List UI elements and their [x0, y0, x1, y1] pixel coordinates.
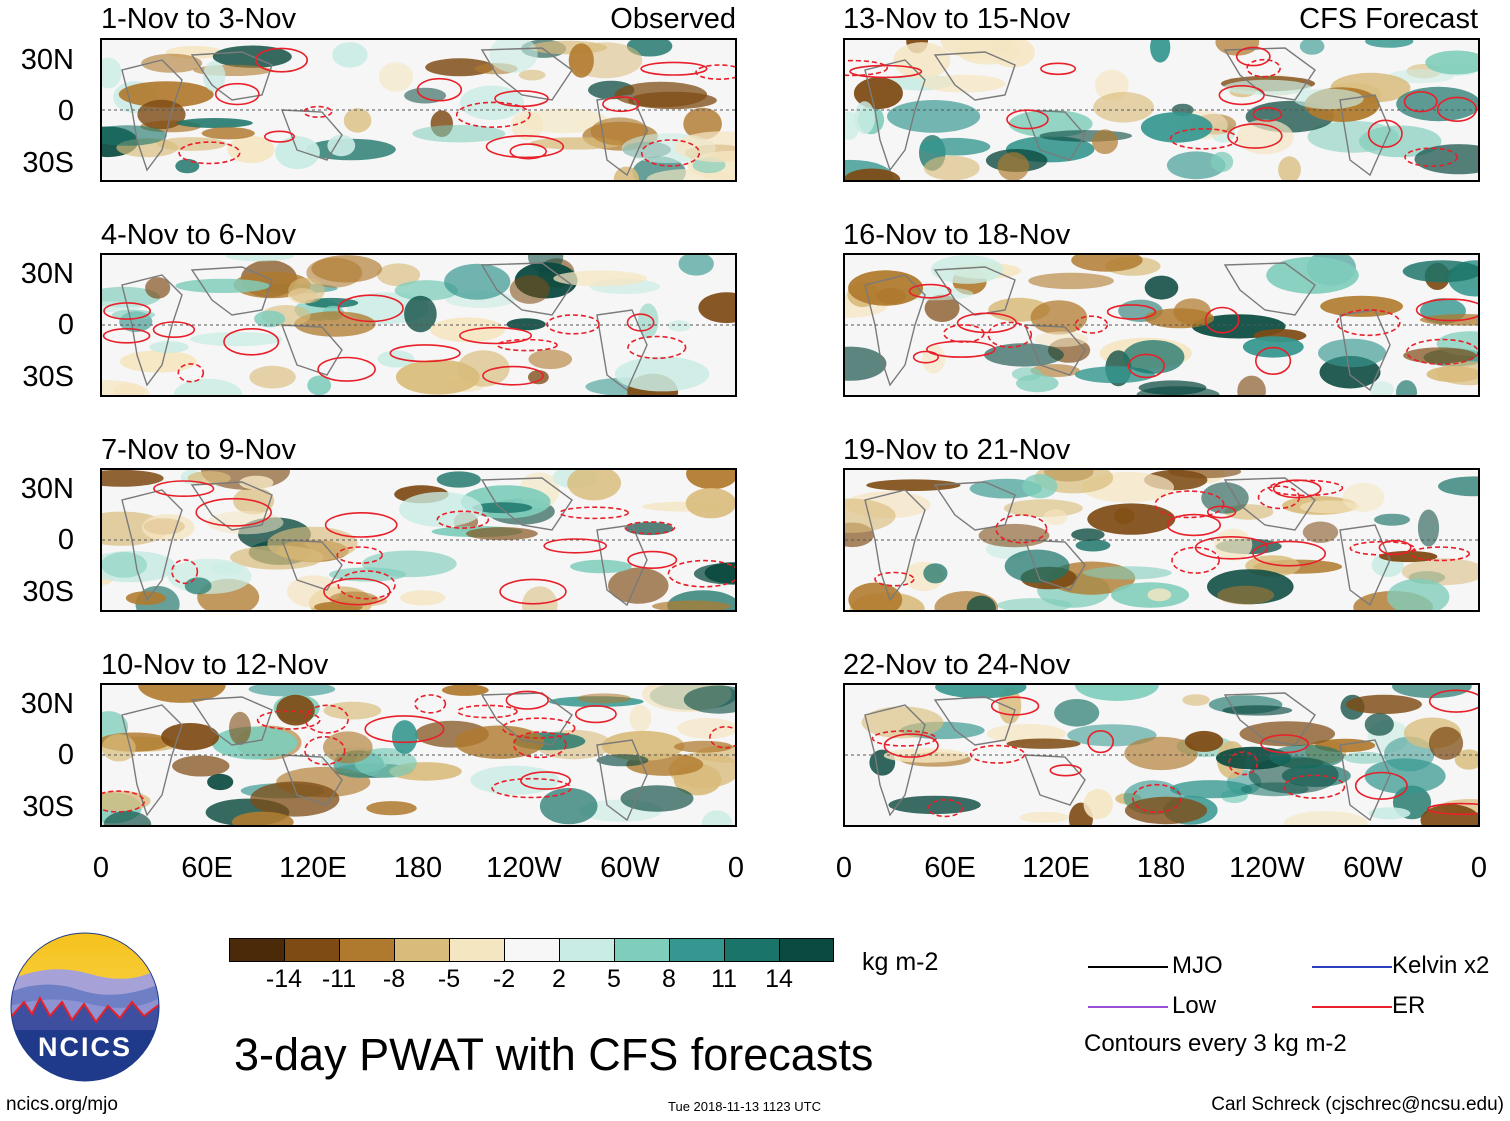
lon-label-120e: 120E — [1022, 852, 1090, 884]
colorbar-swatch-11 — [779, 938, 834, 962]
map-panel-left-4 — [100, 683, 737, 827]
panel-title-left-4: 10-Nov to 12-Nov — [101, 649, 329, 681]
lat-label-30n: 30N — [20, 473, 74, 505]
lon-label-180: 180 — [393, 852, 443, 884]
lon-label-0: 0 — [1470, 852, 1488, 884]
colorbar-unit: kg m-2 — [862, 948, 939, 976]
colorbar-tick: -2 — [492, 965, 516, 993]
colorbar-swatch-2 — [284, 938, 340, 962]
colorbar-swatch-6 — [504, 938, 560, 962]
ncics-logo[interactable]: NCICS — [10, 932, 160, 1082]
cfs-forecast-label: CFS Forecast — [1299, 3, 1478, 35]
panel-title-right-3: 19-Nov to 21-Nov — [843, 434, 1071, 466]
footer-site-link[interactable]: ncics.org/mjo — [6, 1094, 118, 1115]
colorbar-swatch-1 — [229, 938, 285, 962]
legend-note: Contours every 3 kg m-2 — [1084, 1030, 1347, 1057]
colorbar-tick: -8 — [382, 965, 406, 993]
lon-label-0: 0 — [727, 852, 745, 884]
panel-title-left-3: 7-Nov to 9-Nov — [101, 434, 297, 466]
map-panel-right-2 — [843, 253, 1480, 397]
colorbar-swatch-8 — [614, 938, 670, 962]
lat-label-eq: 0 — [57, 309, 74, 341]
map-panel-right-1 — [843, 38, 1480, 182]
lon-label-60e: 60E — [181, 852, 233, 884]
lat-label-eq: 0 — [57, 524, 74, 556]
page-title: 3-day PWAT with CFS forecasts — [234, 1029, 874, 1080]
lat-label-eq: 0 — [57, 739, 74, 771]
lon-label-60w: 60W — [600, 852, 660, 884]
legend-line-kelvin — [1312, 966, 1392, 968]
lat-label-30n: 30N — [20, 688, 74, 720]
lon-label-0: 0 — [92, 852, 110, 884]
legend-label-kelvin: Kelvin x2 — [1392, 952, 1490, 979]
lat-label-30s: 30S — [22, 791, 74, 823]
legend-line-er — [1312, 1006, 1392, 1008]
lon-label-180: 180 — [1136, 852, 1186, 884]
colorbar — [229, 938, 834, 962]
colorbar-tick: -14 — [265, 965, 303, 993]
lon-label-120e: 120E — [279, 852, 347, 884]
lon-label-0: 0 — [835, 852, 853, 884]
colorbar-swatch-3 — [339, 938, 395, 962]
lon-label-60e: 60E — [924, 852, 976, 884]
colorbar-swatch-4 — [394, 938, 450, 962]
lon-label-120w: 120W — [486, 852, 562, 884]
colorbar-swatch-7 — [559, 938, 615, 962]
panel-title-right-1: 13-Nov to 15-Nov — [843, 3, 1071, 35]
legend-label-low: Low — [1172, 992, 1217, 1019]
colorbar-swatch-5 — [449, 938, 505, 962]
lat-label-30s: 30S — [22, 361, 74, 393]
footer-timestamp: Tue 2018-11-13 1123 UTC — [668, 1099, 821, 1114]
map-panel-left-1 — [100, 38, 737, 182]
lat-label-30n: 30N — [20, 44, 74, 76]
legend-line-low — [1088, 1006, 1168, 1008]
logo-text: NCICS — [37, 1032, 132, 1062]
map-panel-left-2 — [100, 253, 737, 397]
lat-label-30s: 30S — [22, 147, 74, 179]
map-panel-left-3 — [100, 468, 737, 612]
map-panel-right-3 — [843, 468, 1480, 612]
legend-label-mjo: MJO — [1172, 952, 1223, 979]
colorbar-tick: 11 — [711, 965, 737, 993]
colorbar-tick: -11 — [321, 965, 357, 993]
lat-label-30s: 30S — [22, 576, 74, 608]
lat-label-30n: 30N — [20, 258, 74, 290]
legend-label-er: ER — [1392, 992, 1426, 1019]
panel-title-left-2: 4-Nov to 6-Nov — [101, 219, 297, 251]
colorbar-tick: 5 — [607, 965, 621, 993]
panel-title-left-1: 1-Nov to 3-Nov — [101, 3, 297, 35]
lon-label-60w: 60W — [1343, 852, 1403, 884]
colorbar-tick: 2 — [552, 965, 566, 993]
colorbar-swatch-10 — [724, 938, 780, 962]
observed-label: Observed — [610, 3, 736, 35]
map-panel-right-4 — [843, 683, 1480, 827]
panel-title-right-2: 16-Nov to 18-Nov — [843, 219, 1071, 251]
footer-author: Carl Schreck (cjschrec@ncsu.edu) — [1211, 1094, 1504, 1115]
legend-line-mjo — [1088, 966, 1168, 968]
colorbar-tick: -5 — [437, 965, 461, 993]
colorbar-swatch-9 — [669, 938, 725, 962]
colorbar-tick: 14 — [765, 965, 793, 993]
colorbar-tick: 8 — [662, 965, 676, 993]
panel-title-right-4: 22-Nov to 24-Nov — [843, 649, 1071, 681]
lon-label-120w: 120W — [1229, 852, 1305, 884]
lat-label-eq: 0 — [57, 95, 74, 127]
